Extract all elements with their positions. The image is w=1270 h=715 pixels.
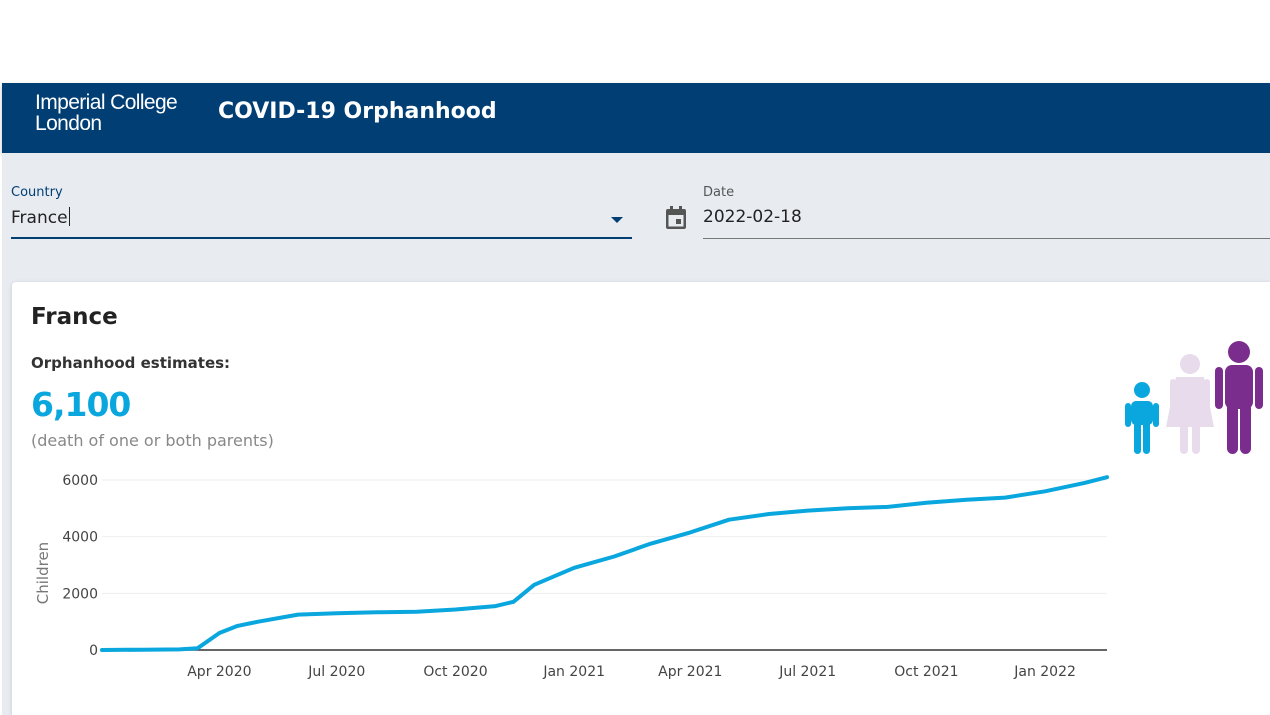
estimate-note: (death of one or both parents) bbox=[31, 431, 274, 450]
man-figure bbox=[1215, 341, 1263, 454]
x-tick-label: Oct 2020 bbox=[423, 664, 487, 680]
chevron-down-icon[interactable] bbox=[608, 213, 626, 227]
y-tick-label: 6000 bbox=[62, 473, 98, 489]
app-header: Imperial College London COVID-19 Orphanh… bbox=[2, 83, 1270, 153]
x-tick-label: Jan 2022 bbox=[1013, 664, 1076, 680]
estimate-label: Orphanhood estimates: bbox=[31, 354, 231, 372]
imperial-logo[interactable]: Imperial College London bbox=[35, 91, 178, 135]
y-axis-label: Children bbox=[34, 542, 52, 604]
x-tick-label: Jan 2021 bbox=[542, 664, 605, 680]
country-card: France Orphanhood estimates: 6,100 (deat… bbox=[12, 282, 1270, 715]
app-title: COVID-19 Orphanhood bbox=[218, 99, 497, 124]
x-tick-label: Apr 2020 bbox=[187, 664, 251, 680]
text-cursor bbox=[68, 207, 70, 226]
date-underline bbox=[703, 238, 1270, 239]
logo-line-2: London bbox=[35, 112, 102, 135]
estimate-value: 6,100 bbox=[31, 385, 131, 424]
country-label: Country bbox=[11, 185, 63, 200]
y-tick-label: 2000 bbox=[62, 586, 98, 602]
calendar-icon[interactable] bbox=[664, 205, 688, 231]
y-tick-label: 4000 bbox=[62, 530, 98, 546]
country-title: France bbox=[31, 304, 118, 330]
orphanhood-chart: 0 2000 4000 6000 Children Apr 2020 Jul 2020 Oct… bbox=[34, 473, 1109, 680]
family-icon bbox=[1125, 341, 1263, 454]
child-figure bbox=[1125, 382, 1159, 454]
x-tick-label: Jul 2021 bbox=[778, 664, 836, 680]
logo-line-1: Imperial College bbox=[35, 91, 178, 114]
woman-figure bbox=[1166, 354, 1214, 454]
x-tick-label: Apr 2021 bbox=[658, 664, 722, 680]
x-tick-label: Jul 2020 bbox=[307, 664, 365, 680]
country-input[interactable]: France bbox=[11, 207, 70, 228]
country-underline bbox=[11, 237, 632, 239]
y-tick-label: 0 bbox=[89, 643, 98, 659]
series-line bbox=[100, 475, 1109, 652]
date-label: Date bbox=[703, 185, 735, 200]
x-tick-label: Oct 2021 bbox=[894, 664, 958, 680]
date-input[interactable]: 2022-02-18 bbox=[703, 207, 802, 227]
country-value: France bbox=[11, 208, 68, 228]
top-blank-area bbox=[0, 0, 1270, 83]
